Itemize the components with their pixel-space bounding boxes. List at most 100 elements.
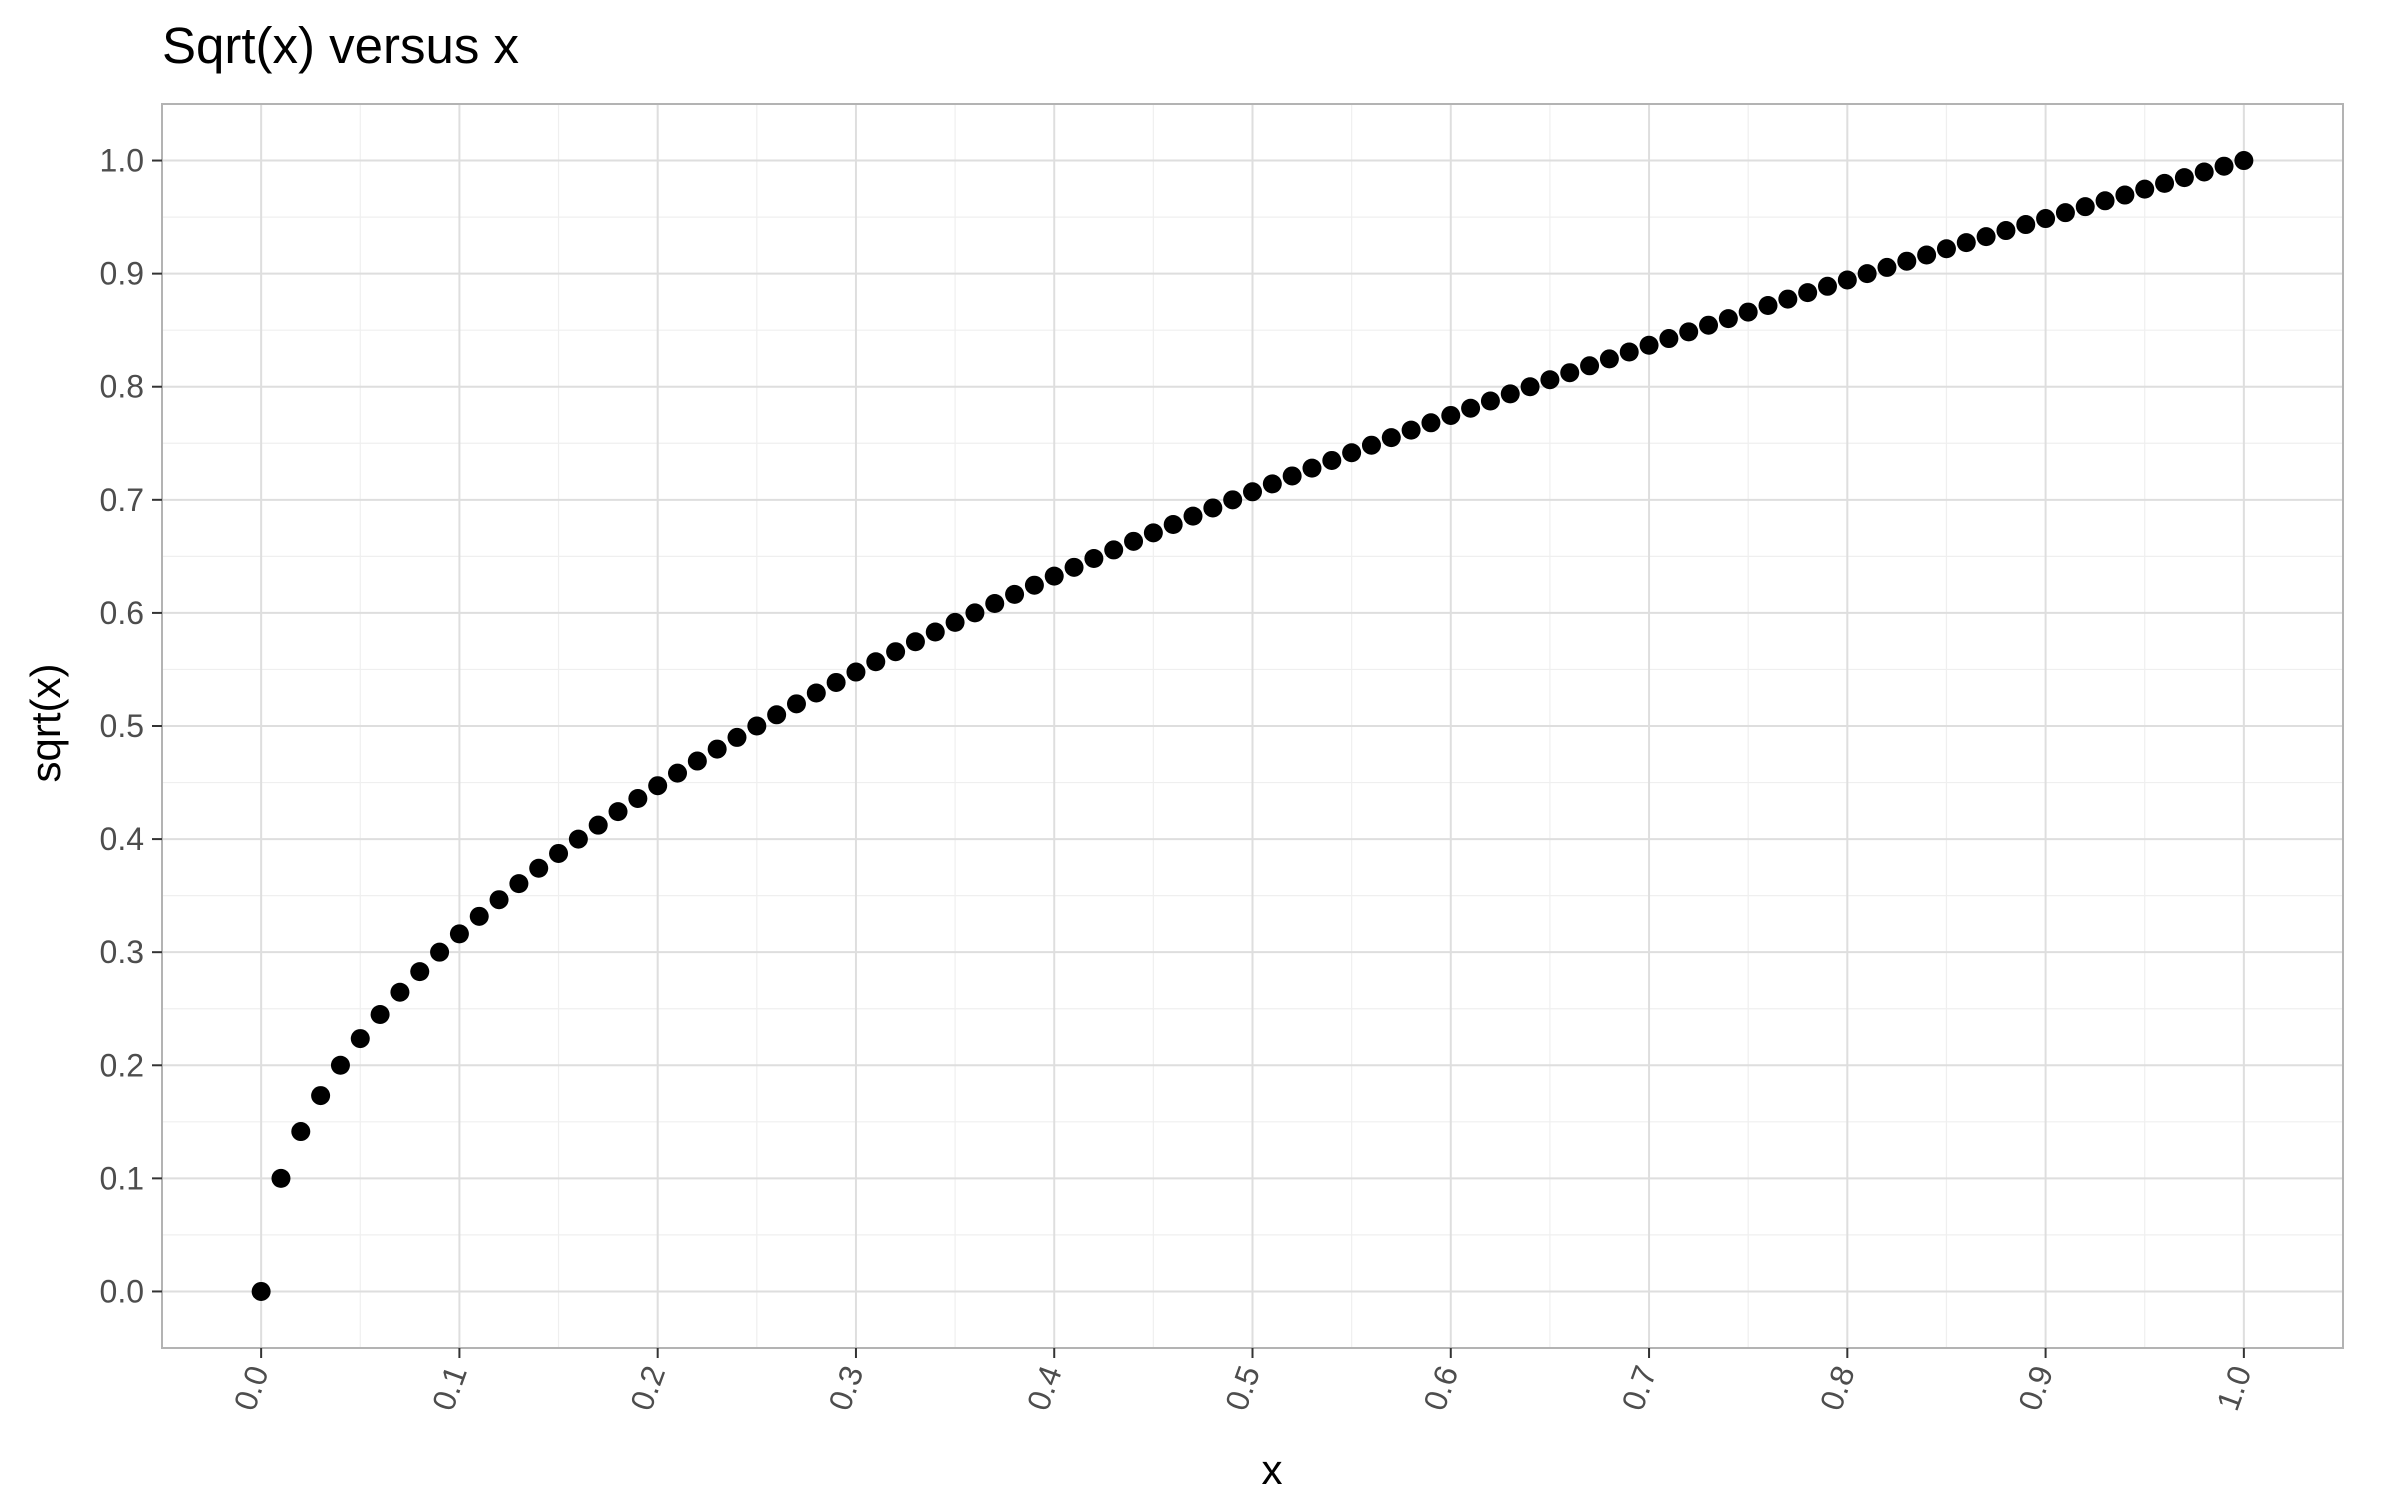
data-point xyxy=(251,1281,271,1301)
data-point xyxy=(1857,264,1877,284)
data-point xyxy=(2155,173,2175,193)
data-point xyxy=(2016,215,2036,235)
data-point xyxy=(648,776,668,796)
data-point xyxy=(1203,498,1223,518)
y-tick-label: 0.3 xyxy=(100,934,144,970)
data-point xyxy=(767,705,787,725)
data-point xyxy=(489,890,509,910)
data-point xyxy=(1143,523,1163,543)
y-tick-label: 0.0 xyxy=(100,1273,144,1309)
data-point xyxy=(1243,482,1262,502)
data-point xyxy=(1897,251,1917,271)
y-tick-label: 0.9 xyxy=(100,256,144,292)
data-point xyxy=(390,982,410,1002)
data-point xyxy=(350,1029,370,1049)
data-point xyxy=(1480,391,1500,411)
data-point xyxy=(707,739,727,759)
data-point xyxy=(2135,179,2155,199)
data-point xyxy=(945,612,965,632)
data-point xyxy=(1699,315,1719,335)
data-point xyxy=(1183,506,1203,526)
y-tick-label: 0.4 xyxy=(100,821,144,857)
data-point xyxy=(1282,466,1302,486)
data-point xyxy=(1500,384,1520,404)
data-point xyxy=(826,672,846,692)
data-point xyxy=(449,924,469,944)
data-point xyxy=(410,962,430,982)
data-point xyxy=(2194,162,2214,182)
data-point xyxy=(846,662,866,682)
data-point xyxy=(469,906,489,926)
data-point xyxy=(866,652,886,672)
data-point xyxy=(1024,575,1044,595)
data-point xyxy=(1917,245,1937,265)
data-point xyxy=(549,843,569,863)
data-point xyxy=(370,1004,390,1024)
data-point xyxy=(1461,398,1481,418)
data-point xyxy=(1877,257,1897,277)
data-point xyxy=(1619,342,1639,362)
data-point xyxy=(1322,450,1342,470)
data-point xyxy=(1361,435,1381,455)
data-point xyxy=(2095,191,2115,211)
data-point xyxy=(291,1122,311,1142)
data-point xyxy=(588,815,608,835)
major-gridlines xyxy=(162,104,2343,1348)
data-point xyxy=(1302,458,1322,478)
data-point xyxy=(568,829,588,849)
data-point xyxy=(1104,540,1124,560)
y-tick-label: 0.6 xyxy=(100,595,144,631)
y-tick-label: 0.1 xyxy=(100,1160,144,1196)
data-point xyxy=(905,632,925,652)
data-point xyxy=(2174,168,2194,188)
data-point xyxy=(886,642,906,662)
x-axis-title: x xyxy=(1262,1446,1283,1493)
data-point xyxy=(1084,549,1104,569)
y-tick-label: 0.8 xyxy=(100,369,144,405)
data-point xyxy=(668,763,688,783)
y-tick-label: 0.7 xyxy=(100,482,144,518)
data-point xyxy=(1342,443,1362,463)
data-point xyxy=(1520,377,1540,397)
data-point xyxy=(1223,490,1243,510)
data-point xyxy=(965,603,985,623)
data-point xyxy=(1738,302,1758,322)
chart-title: Sqrt(x) versus x xyxy=(162,17,519,74)
data-point xyxy=(2115,185,2135,205)
data-point xyxy=(1064,557,1084,577)
data-point xyxy=(529,858,549,878)
y-tick-label: 0.5 xyxy=(100,708,144,744)
data-point xyxy=(1679,322,1699,342)
data-point xyxy=(311,1086,331,1106)
data-point xyxy=(330,1055,350,1075)
y-tick-label: 1.0 xyxy=(100,143,144,179)
data-point xyxy=(628,788,648,808)
data-point xyxy=(1798,283,1818,303)
data-point xyxy=(1936,239,1956,259)
data-point xyxy=(1837,270,1857,290)
data-point xyxy=(1381,428,1401,448)
data-point xyxy=(1124,531,1144,551)
data-point xyxy=(747,716,767,736)
data-point xyxy=(1718,309,1738,329)
data-point xyxy=(786,694,806,714)
data-point xyxy=(430,942,450,962)
data-point xyxy=(1817,276,1837,296)
data-point xyxy=(925,622,945,642)
data-point xyxy=(1262,474,1282,494)
data-point xyxy=(1956,233,1976,253)
data-point xyxy=(687,751,707,771)
data-point xyxy=(1005,584,1025,604)
data-point xyxy=(1580,356,1600,376)
data-point xyxy=(2036,209,2056,229)
y-axis: 0.0 0.1 0.2 0.3 0.4 0.5 0.6 0.7 0.8 0.9 1.0 xyxy=(100,143,162,1309)
data-point xyxy=(727,727,747,747)
data-point xyxy=(1441,405,1461,425)
data-point xyxy=(271,1168,291,1188)
data-point xyxy=(1639,335,1659,355)
data-point xyxy=(2234,151,2254,171)
data-point xyxy=(1560,363,1580,383)
data-point xyxy=(1401,420,1421,440)
